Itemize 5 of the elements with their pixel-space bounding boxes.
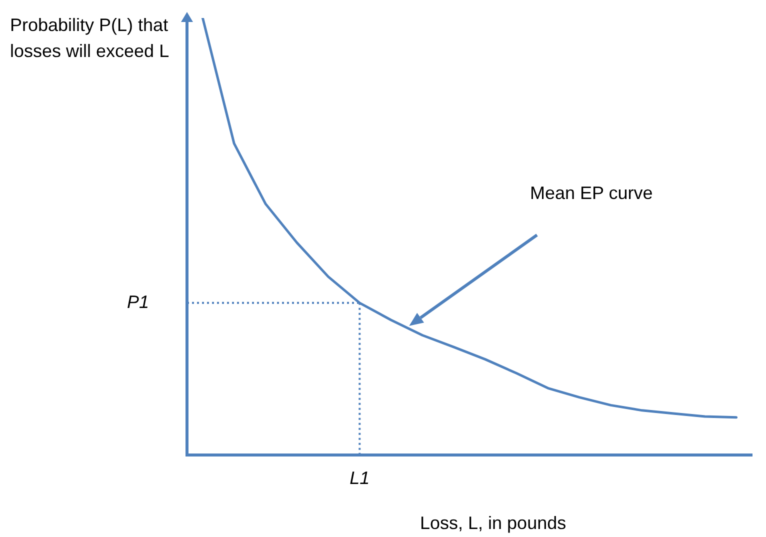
text: L1 — [350, 467, 370, 490]
x-axis-title: Loss, L, in pounds — [420, 512, 566, 535]
y-axis-title: Probability P(L) that losses will exceed L — [10, 14, 170, 63]
ref-line-label: P1 — [126, 292, 149, 312]
annotation: Mean EP curve — [530, 182, 653, 205]
